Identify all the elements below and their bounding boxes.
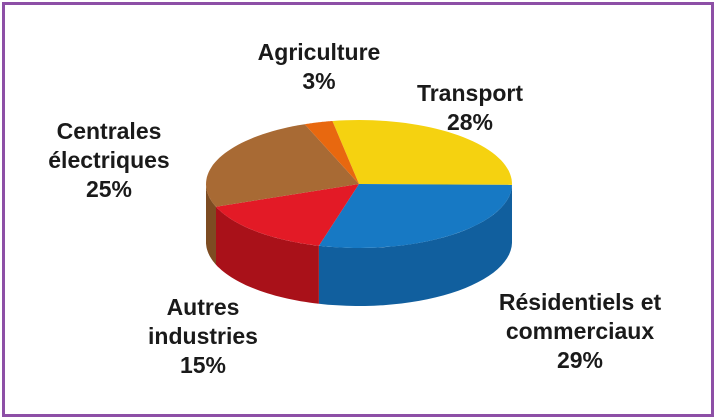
pie-slice-2	[216, 184, 359, 246]
label-layer: Transport 28% Résidentiels et commerciaux 29…	[48, 39, 661, 378]
pie-side-1	[318, 184, 512, 306]
pie-side-3	[206, 184, 216, 265]
slice-name-label: Résidentiels et	[499, 289, 662, 315]
slice-label-1: Résidentiels et commerciaux 29%	[499, 289, 662, 373]
pie-slice-0	[332, 120, 512, 185]
slice-name-label: Centrales	[57, 118, 162, 144]
slice-name-label: commerciaux	[506, 318, 655, 344]
slice-value-label: 15%	[180, 352, 226, 378]
slice-value-label: 28%	[447, 109, 493, 135]
slice-value-label: 25%	[86, 176, 132, 202]
slice-label-4: Agriculture 3%	[258, 39, 381, 94]
pie-slice-1	[318, 184, 512, 248]
slice-name-label: électriques	[48, 147, 169, 173]
slice-value-label: 29%	[557, 347, 603, 373]
slice-name-label: Autres	[167, 294, 240, 320]
pie-slice-3	[206, 124, 359, 207]
slice-label-2: Autres industries 15%	[148, 294, 258, 378]
pie-layer	[206, 120, 512, 306]
pie-slice-4	[304, 121, 359, 184]
slice-name-label: Agriculture	[258, 39, 381, 65]
pie-chart: Transport 28% Résidentiels et commerciaux 29…	[48, 39, 661, 378]
slice-label-0: Transport 28%	[417, 80, 523, 135]
slice-label-3: Centrales électriques 25%	[48, 118, 169, 202]
slice-name-label: Transport	[417, 80, 523, 106]
slice-value-label: 3%	[302, 68, 335, 94]
pie-side-2	[216, 206, 319, 304]
slice-name-label: industries	[148, 323, 258, 349]
